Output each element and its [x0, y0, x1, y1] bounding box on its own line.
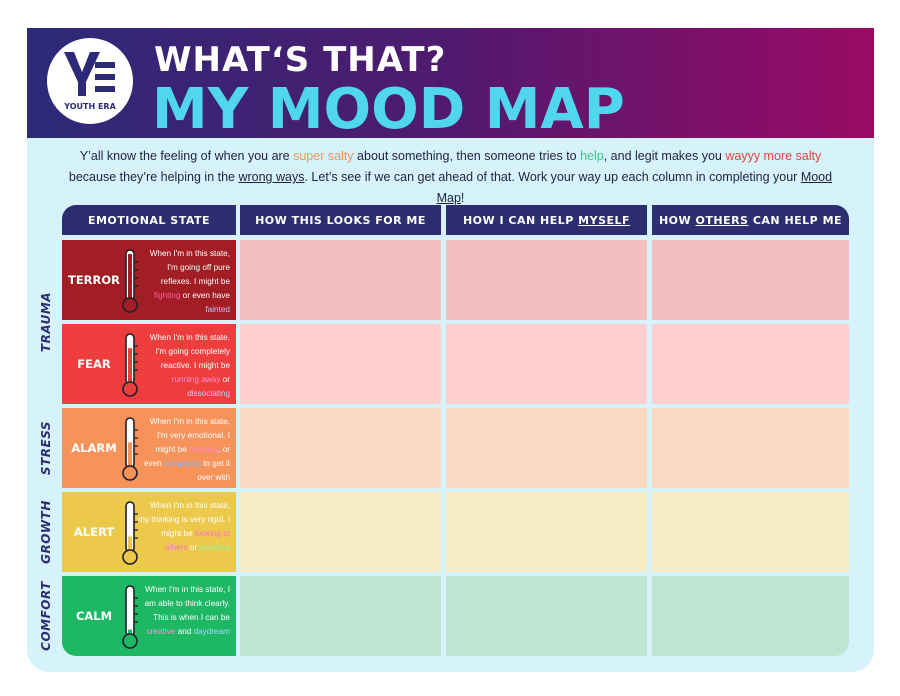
description-text: or even have	[180, 291, 230, 300]
state-name: ALERT	[73, 525, 115, 539]
description-text: When I'm in this state, I'm going off pu…	[149, 249, 230, 286]
header-label: HOW I CAN HELP	[462, 213, 574, 227]
state-name: ALARM	[71, 441, 117, 455]
header-emotional-state: EMOTIONAL STATE	[62, 205, 236, 235]
description-text: to get it over with	[197, 459, 230, 482]
highlight-word: avoiding	[199, 543, 231, 552]
answer-cell-alarm-3[interactable]	[652, 408, 849, 488]
zone-label-stress: STRESS	[31, 408, 61, 488]
header-label-underlined: MYSELF	[578, 213, 631, 227]
header-label-underlined: OTHERS	[695, 213, 749, 227]
thermometer-level	[128, 536, 132, 554]
thermometer-icon	[122, 333, 138, 397]
answer-cell-calm-3[interactable]	[652, 576, 849, 656]
state-description: When I'm in this state, I'm very emotion…	[138, 415, 230, 485]
intro-wrong-ways: wrong ways	[238, 170, 305, 184]
state-terror: TERROR When I'm in this state, I'm going …	[62, 240, 236, 320]
state-description: When I'm in this state, I am able to thi…	[138, 583, 230, 639]
header-label: HOW THIS LOOKS FOR ME	[255, 213, 426, 227]
highlight-word: fighting	[153, 291, 181, 300]
intro-text: !	[460, 191, 465, 205]
zone-text: TRAUMA	[39, 291, 53, 353]
intro-text: about something, then someone tries to	[353, 149, 581, 163]
intro-text: , and legit makes you	[603, 149, 726, 163]
answer-cell-calm-1[interactable]	[240, 576, 441, 656]
highlight-word: daydream	[193, 627, 230, 636]
answer-cell-fear-3[interactable]	[652, 324, 849, 404]
answer-cell-terror-3[interactable]	[652, 240, 849, 320]
brand-name: YOUTH ERA	[64, 102, 116, 111]
answer-cell-fear-2[interactable]	[446, 324, 647, 404]
answer-cell-alert-2[interactable]	[446, 492, 647, 572]
thermometer-level	[128, 348, 132, 386]
header-others-help: HOW OTHERS CAN HELP ME	[652, 205, 849, 235]
answer-cell-calm-2[interactable]	[446, 576, 647, 656]
answer-cell-terror-2[interactable]	[446, 240, 647, 320]
description-text: or	[220, 375, 230, 384]
zone-label-trauma: TRAUMA	[31, 240, 61, 404]
intro-text: because they’re helping in the	[68, 170, 239, 184]
thermometer-icon	[122, 249, 138, 313]
description-text: or	[187, 543, 200, 552]
highlight-word: creative	[146, 627, 176, 636]
mood-map-worksheet: YOUTH ERA WHAT‘S THAT? MY MOOD MAP Y’all…	[27, 28, 874, 672]
highlight-word: others	[164, 543, 188, 552]
intro-text: . Let’s see if we can get ahead of that.…	[304, 170, 801, 184]
state-description: When I'm in this state, I'm going comple…	[138, 331, 230, 401]
intro-paragraph: Y’all know the feeling of when you are s…	[67, 146, 834, 209]
description-text: When I'm in this state, I'm going comple…	[149, 333, 230, 370]
highlight-word: looking to	[194, 529, 230, 538]
header-banner: YOUTH ERA WHAT‘S THAT? MY MOOD MAP	[27, 28, 874, 142]
intro-salty: super salty	[293, 149, 354, 163]
description-text: When I'm in this state, I'm very emotion…	[149, 417, 230, 454]
header-label: EMOTIONAL STATE	[87, 213, 211, 227]
zone-text: COMFORT	[39, 581, 54, 651]
description-text: When I'm in this state, I am able to thi…	[144, 585, 230, 622]
highlight-word: fainted	[205, 305, 230, 314]
state-description: When I'm in this state, I'm going off pu…	[138, 247, 230, 317]
youth-era-logo-icon	[64, 52, 115, 96]
header-how-this-looks: HOW THIS LOOKS FOR ME	[240, 205, 441, 235]
state-alert: ALERT When I'm in this state, my thinking…	[62, 492, 236, 572]
state-name: TERROR	[67, 273, 121, 287]
zone-text: GROWTH	[39, 500, 54, 564]
header-label: HOW	[658, 213, 692, 227]
header-help-myself: HOW I CAN HELP MYSELF	[446, 205, 647, 235]
zone-label-growth: GROWTH	[31, 492, 61, 572]
answer-cell-alert-1[interactable]	[240, 492, 441, 572]
state-alarm: ALARM When I'm in this state, I'm very em…	[62, 408, 236, 488]
answer-cell-alert-3[interactable]	[652, 492, 849, 572]
title-line-2: MY MOOD MAP	[152, 77, 625, 142]
answer-cell-alarm-2[interactable]	[446, 408, 647, 488]
highlight-word: complying	[163, 459, 201, 468]
youth-era-logo: YOUTH ERA	[47, 38, 133, 124]
thermometer-icon	[122, 585, 138, 649]
highlight-word: running away	[171, 375, 221, 384]
description-text: and	[175, 627, 194, 636]
state-calm: CALM When I'm in this state, I am able to…	[62, 576, 236, 656]
intro-more-salty: wayyy more salty	[725, 149, 822, 163]
description-text: When I'm in this state, my thinking is v…	[138, 501, 230, 538]
highlight-word: freezing	[189, 445, 219, 454]
state-fear: FEAR When I'm in this state, I'm going co…	[62, 324, 236, 404]
description-text: , or even	[143, 445, 230, 468]
state-name: CALM	[75, 609, 113, 623]
zone-text: STRESS	[39, 420, 53, 476]
thermometer-icon	[122, 501, 138, 565]
title-line-1: WHAT‘S THAT?	[154, 40, 447, 80]
thermometer-icon	[122, 417, 138, 481]
state-name: FEAR	[77, 357, 111, 371]
answer-cell-fear-1[interactable]	[240, 324, 441, 404]
header-label: CAN HELP ME	[752, 213, 843, 227]
answer-cell-terror-1[interactable]	[240, 240, 441, 320]
thermometer-level	[128, 442, 132, 470]
thermometer-level	[128, 254, 132, 302]
state-description: When I'm in this state, my thinking is v…	[138, 499, 230, 555]
answer-cell-alarm-1[interactable]	[240, 408, 441, 488]
zone-label-comfort: COMFORT	[31, 576, 61, 656]
intro-help: help	[580, 149, 604, 163]
highlight-word: dissociating	[187, 389, 230, 398]
intro-mood-map: Mood Map	[436, 170, 833, 205]
intro-text: Y’all know the feeling of when you are	[79, 149, 294, 163]
